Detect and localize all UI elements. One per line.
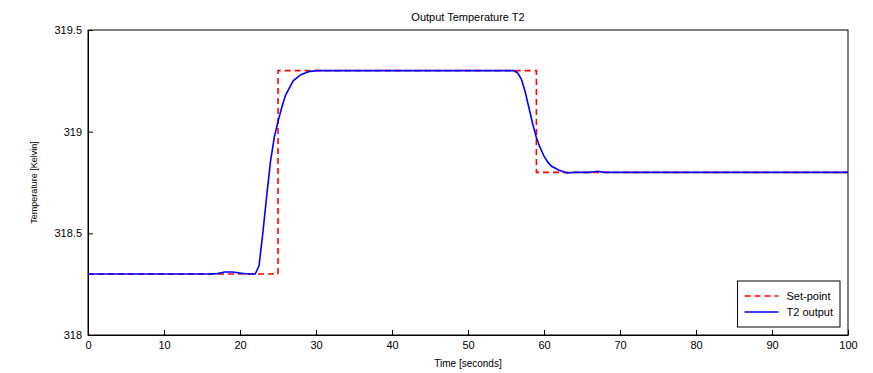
tick-label: 100 bbox=[839, 339, 857, 351]
tick-mark bbox=[240, 330, 241, 335]
tick: 319.5 bbox=[54, 24, 93, 36]
tick-mark bbox=[316, 330, 317, 335]
tick-mark bbox=[392, 330, 393, 335]
axis-line bbox=[89, 335, 849, 336]
tick-mark bbox=[772, 330, 773, 335]
tick-label: 30 bbox=[310, 339, 322, 351]
axis-line bbox=[88, 31, 89, 336]
tick-label: 319 bbox=[64, 126, 82, 138]
x-axis-title: Time [seconds] bbox=[434, 358, 502, 369]
tick: 100 bbox=[839, 330, 857, 351]
tick: 20 bbox=[234, 330, 246, 351]
series-line bbox=[88, 71, 848, 274]
legend-swatch bbox=[745, 311, 779, 313]
plot: 0 10 20 30 40 50 60 70 80 90 100 318 318.5 319 319.5 Se… bbox=[54, 24, 857, 351]
legend: Set-point T2 output bbox=[738, 281, 840, 327]
legend-label: Set-point bbox=[787, 290, 831, 302]
tick-label: 318.5 bbox=[54, 227, 82, 239]
tick-mark bbox=[88, 233, 93, 234]
tick: 80 bbox=[690, 330, 702, 351]
tick-mark bbox=[620, 330, 621, 335]
tick-mark bbox=[164, 330, 165, 335]
tick: 319 bbox=[64, 126, 93, 138]
legend-item: Set-point bbox=[745, 290, 831, 302]
plot-frame bbox=[88, 30, 848, 335]
tick: 50 bbox=[462, 330, 474, 351]
tick-mark bbox=[88, 30, 93, 31]
tick-label: 40 bbox=[386, 339, 398, 351]
legend-item: T2 output bbox=[745, 306, 833, 318]
y-axis-title: Temperature [Kelvin] bbox=[29, 141, 39, 224]
tick-mark bbox=[696, 330, 697, 335]
tick: 10 bbox=[158, 330, 170, 351]
legend-box bbox=[738, 281, 840, 327]
tick-label: 319.5 bbox=[54, 24, 82, 36]
tick: 90 bbox=[766, 330, 778, 351]
chart: 0 10 20 30 40 50 60 70 80 90 100 318 318.5 319 319.5 Se… bbox=[0, 0, 873, 373]
tick: 30 bbox=[310, 330, 322, 351]
tick-label: 70 bbox=[614, 339, 626, 351]
tick-label: 80 bbox=[690, 339, 702, 351]
tick-label: 318 bbox=[64, 329, 82, 341]
tick-mark bbox=[544, 330, 545, 335]
legend-label: T2 output bbox=[787, 306, 833, 318]
x-axis: 0 10 20 30 40 50 60 70 80 90 100 bbox=[85, 330, 857, 351]
tick-mark bbox=[88, 132, 93, 133]
tick-mark bbox=[468, 330, 469, 335]
tick-label: 50 bbox=[462, 339, 474, 351]
tick-mark bbox=[848, 330, 849, 335]
tick-label: 90 bbox=[766, 339, 778, 351]
series-group bbox=[88, 71, 848, 274]
tick-label: 0 bbox=[85, 339, 91, 351]
tick-mark bbox=[88, 335, 93, 336]
chart-title: Output Temperature T2 bbox=[411, 11, 524, 23]
tick-label: 10 bbox=[158, 339, 170, 351]
tick: 70 bbox=[614, 330, 626, 351]
legend-swatch bbox=[745, 295, 779, 297]
y-axis: 318 318.5 319 319.5 bbox=[54, 24, 93, 341]
tick-label: 60 bbox=[538, 339, 550, 351]
tick-label: 20 bbox=[234, 339, 246, 351]
series-line bbox=[88, 71, 848, 274]
tick: 318 bbox=[64, 329, 93, 341]
tick: 318.5 bbox=[54, 227, 93, 239]
tick: 40 bbox=[386, 330, 398, 351]
tick: 60 bbox=[538, 330, 550, 351]
